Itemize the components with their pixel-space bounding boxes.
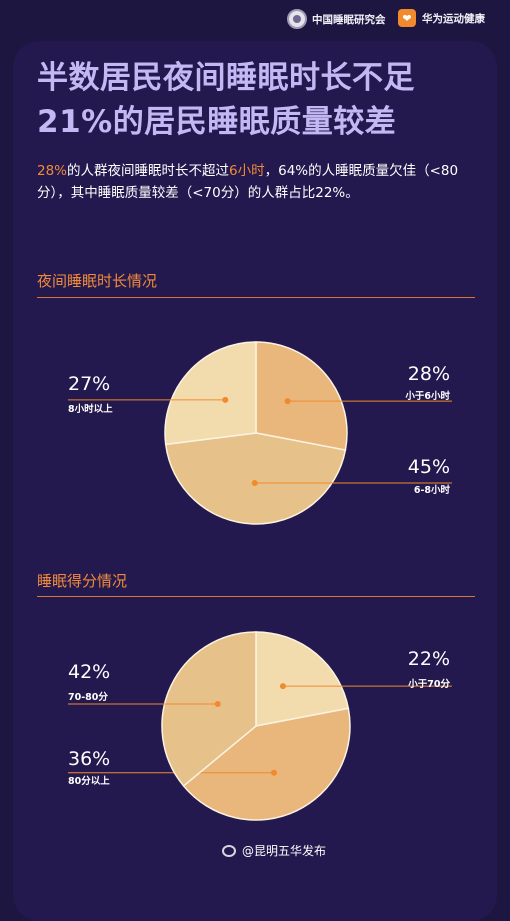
intro-highlight-2: 6小时 <box>229 163 265 179</box>
pie-slice <box>182 707 351 821</box>
data-label-percent: 42% <box>68 661 110 683</box>
pie-slice <box>164 341 257 446</box>
headline-line-1: 半数居民夜间睡眠时长不足 <box>37 60 415 96</box>
top-bar: 中国睡眠研究会 ❤ 华为运动健康 <box>0 0 510 40</box>
intro-text-1: 的人群夜间睡眠时长不超过 <box>67 163 230 179</box>
data-label-category: 小于6小时 <box>404 390 450 402</box>
org-name: 中国睡眠研究会 <box>312 13 386 26</box>
brand-name: 华为运动健康 <box>422 12 485 25</box>
section-divider <box>37 297 475 298</box>
data-label-percent: 45% <box>408 456 450 478</box>
intro-text: 28%的人群夜间睡眠时长不超过6小时，64%的人睡眠质量欠佳（<80分），其中睡… <box>37 160 487 204</box>
intro-text-2: ，64%的人睡眠质量欠佳（<80分），其中睡眠质量较差（<70分）的人群占比22… <box>37 163 459 201</box>
huawei-health-heart-icon: ❤ <box>398 9 416 27</box>
section-divider <box>37 596 475 597</box>
data-label-category: 80分以上 <box>68 775 110 787</box>
pie-charts: 28% 小于6小时 45% 6-8小时 27% 8小时以上 22% 小于70分 42% 70-80… <box>68 341 452 821</box>
pie-slice <box>255 631 350 727</box>
data-label-percent: 28% <box>408 363 450 385</box>
headline-line-2: 21%的居民睡眠质量较差 <box>37 104 397 140</box>
footer-source: @昆明五华发布 <box>242 844 327 858</box>
pie-slice <box>161 631 257 787</box>
data-label-percent: 22% <box>408 648 450 670</box>
intro-highlight-1: 28% <box>37 163 68 179</box>
weibo-icon <box>222 844 236 857</box>
section-title-sleep-score: 睡眠得分情况 <box>37 572 128 590</box>
data-label-category: 6-8小时 <box>414 484 451 496</box>
data-label-category: 70-80分 <box>68 691 108 703</box>
data-label-category: 8小时以上 <box>68 403 113 415</box>
section-title-sleep-duration: 夜间睡眠时长情况 <box>37 272 158 290</box>
pie-slice <box>164 432 347 525</box>
data-label-percent: 36% <box>68 748 110 770</box>
data-label-category: 小于70分 <box>407 678 450 690</box>
data-label-percent: 27% <box>68 373 110 395</box>
footer: @昆明五华发布 <box>222 842 326 859</box>
org-logo: 中国睡眠研究会 <box>287 9 386 29</box>
pie-slice <box>255 341 348 451</box>
sleep-research-seal-icon <box>287 9 307 29</box>
brand-logo: ❤ 华为运动健康 <box>398 9 485 27</box>
